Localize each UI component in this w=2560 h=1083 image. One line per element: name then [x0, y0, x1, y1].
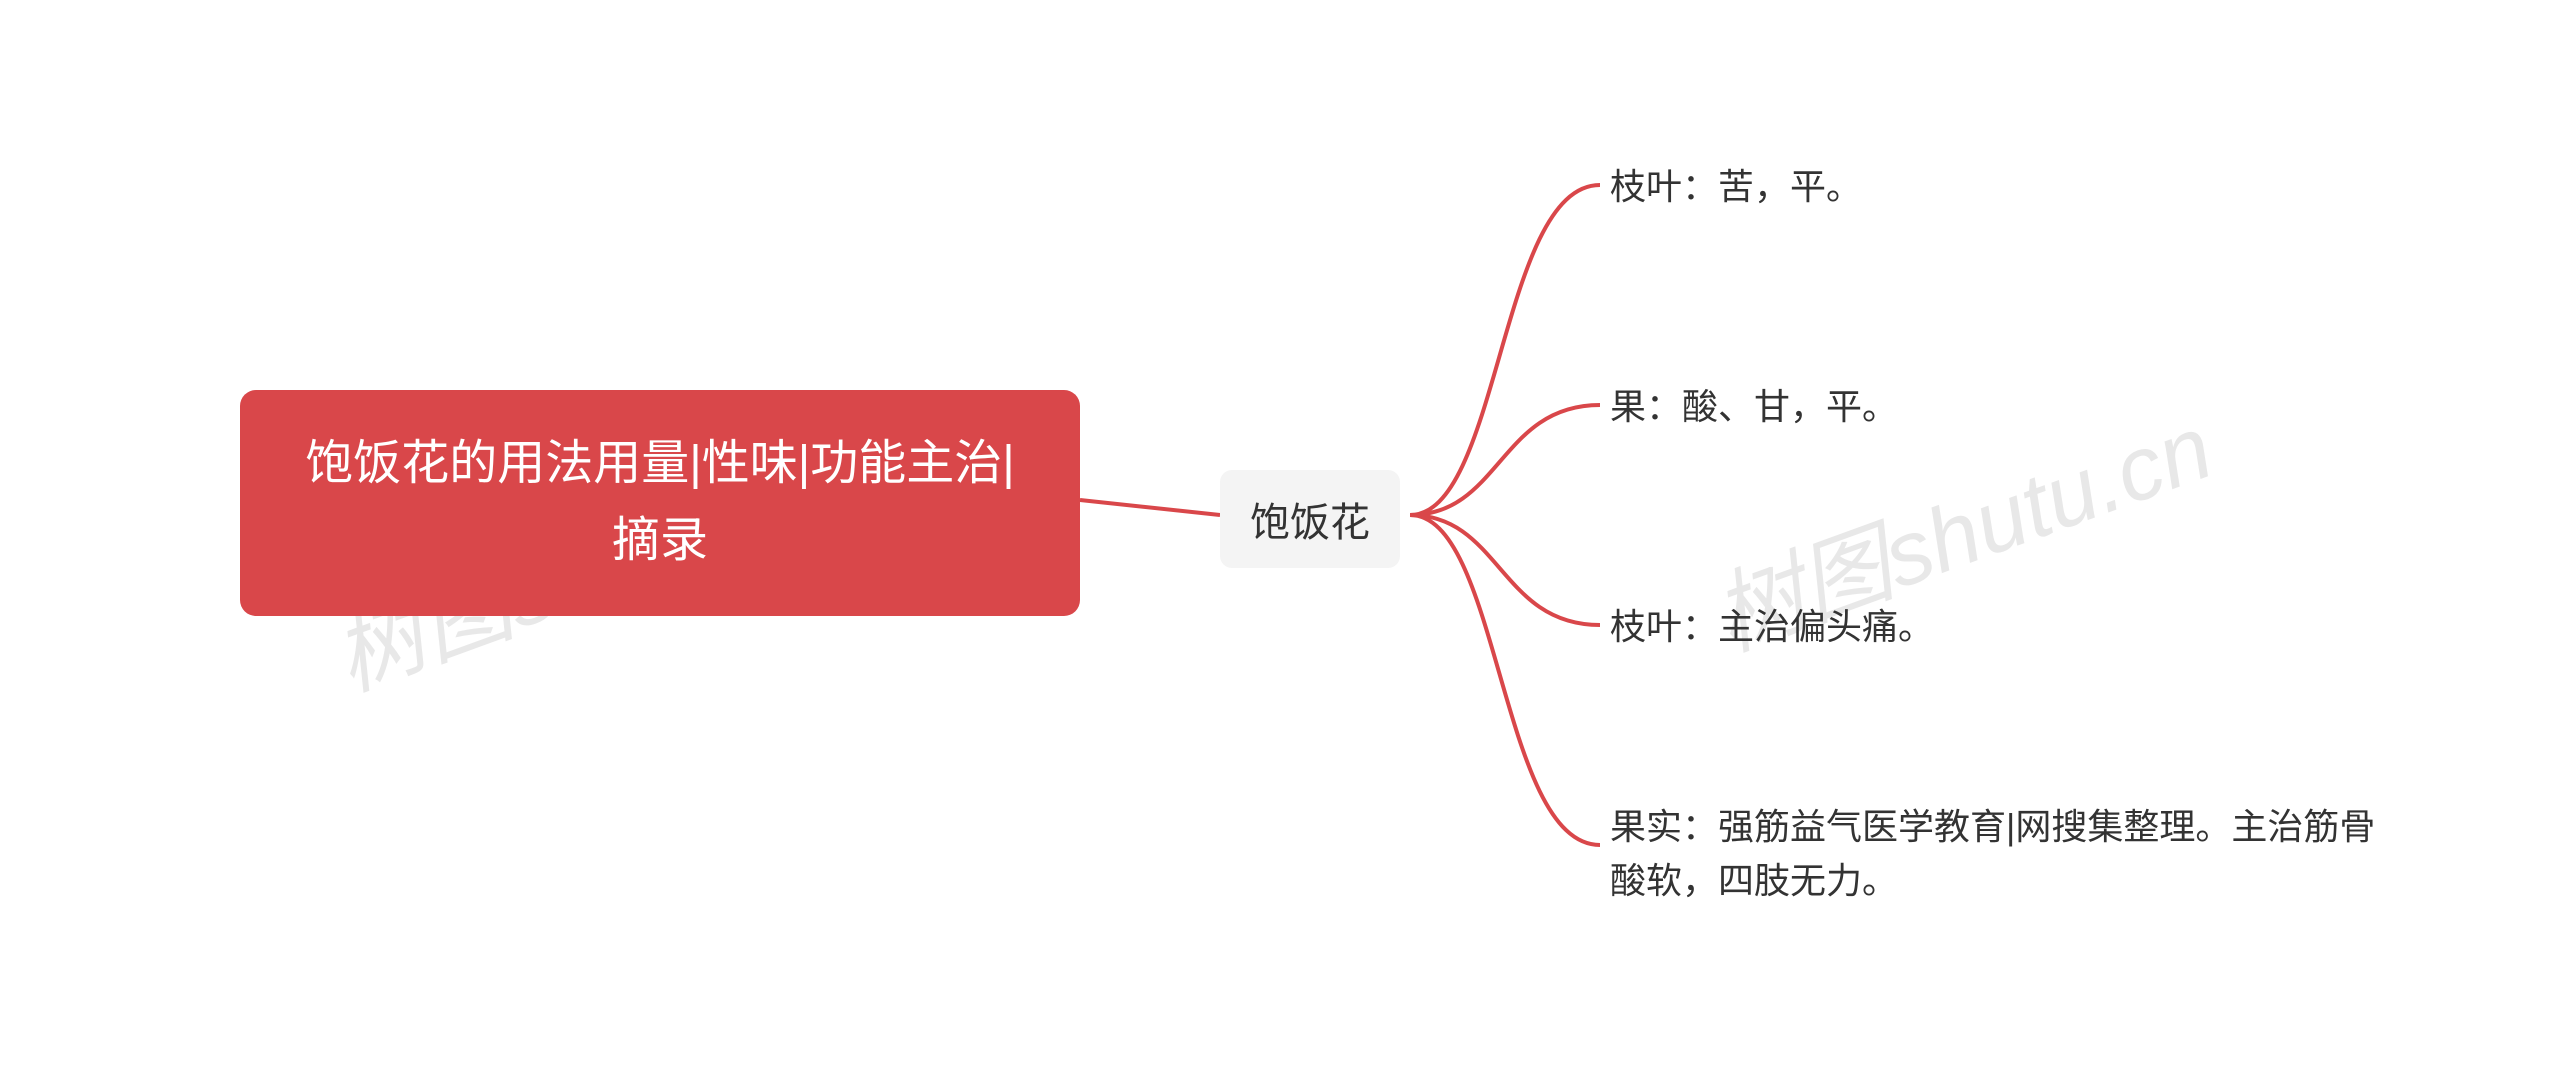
- sub-node[interactable]: 饱饭花: [1220, 470, 1400, 568]
- leaf-label: 枝叶：苦，平。: [1610, 166, 1862, 207]
- leaf-label: 果实：强筋益气医学教育|网搜集整理。主治筋骨酸软，四肢无力。: [1610, 806, 2375, 901]
- leaf-node-3[interactable]: 枝叶：主治偏头痛。: [1610, 600, 1934, 654]
- connector-branch-3: [1410, 515, 1600, 625]
- leaf-label: 枝叶：主治偏头痛。: [1610, 606, 1934, 647]
- leaf-node-4[interactable]: 果实：强筋益气医学教育|网搜集整理。主治筋骨酸软，四肢无力。: [1610, 800, 2380, 908]
- mindmap-container: 树图shutu.cn 树图shutu.cn 饱饭花的用法用量|性味|功能主治|摘…: [0, 0, 2560, 1083]
- leaf-label: 果：酸、甘，平。: [1610, 386, 1898, 427]
- connector-branch-1: [1410, 185, 1600, 515]
- connector-branch-4: [1410, 515, 1600, 845]
- connector-branch-2: [1410, 405, 1600, 515]
- leaf-node-2[interactable]: 果：酸、甘，平。: [1610, 380, 1898, 434]
- root-node[interactable]: 饱饭花的用法用量|性味|功能主治|摘录: [240, 390, 1080, 616]
- sub-label: 饱饭花: [1250, 501, 1370, 545]
- root-label: 饱饭花的用法用量|性味|功能主治|摘录: [305, 437, 1014, 567]
- leaf-node-1[interactable]: 枝叶：苦，平。: [1610, 160, 1862, 214]
- connector-main: [1080, 500, 1220, 515]
